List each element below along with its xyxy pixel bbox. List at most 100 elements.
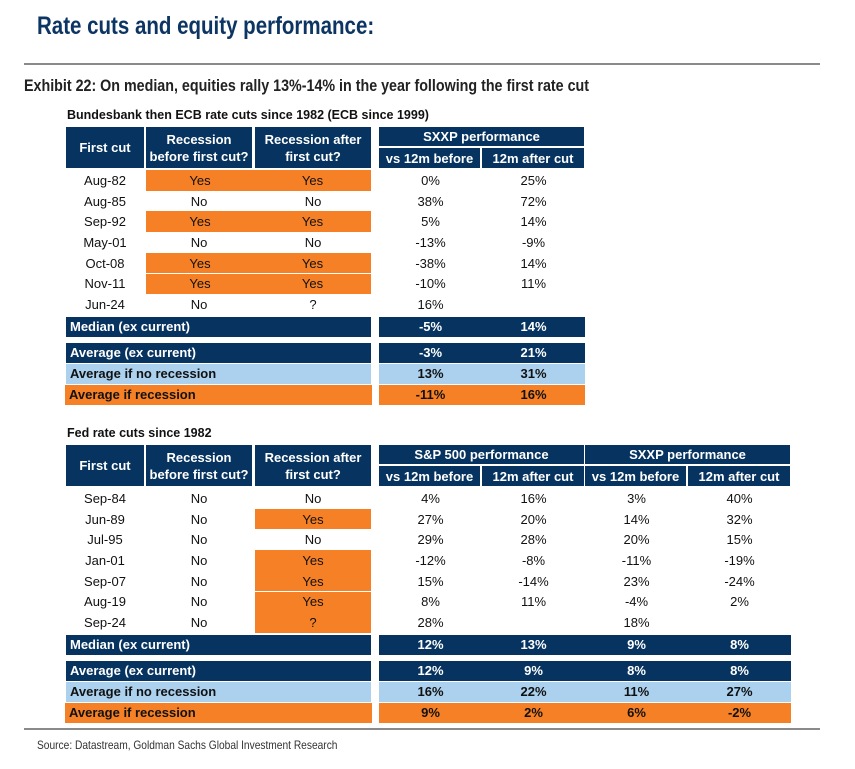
row-recession-after: No	[304, 193, 322, 209]
header-first-cut: First cut	[66, 445, 144, 486]
row-recession-after: Yes	[254, 170, 371, 191]
row-recession-before: No	[190, 193, 208, 209]
summary-value-sx_a: 8%	[730, 637, 749, 653]
summary-value-sx_b: 6%	[627, 705, 646, 721]
row-perf-sx_a: 14%	[520, 214, 547, 230]
fed-table-title: Fed rate cuts since 1982	[67, 426, 212, 440]
row-recession-before: No	[190, 511, 208, 527]
row-first-cut-date: Sep-84	[84, 490, 126, 506]
summary-row-label: Average (ex current)	[66, 342, 371, 363]
summary-value-sx_a: 8%	[730, 663, 749, 679]
top-divider	[24, 63, 820, 65]
summary-row-values: -5% 14%	[379, 316, 585, 337]
summary-value-sx_b: 13%	[417, 366, 444, 382]
header-sp500-vs-before: vs 12m before	[379, 466, 480, 486]
row-perf-sx_b: 14%	[623, 511, 650, 527]
exhibit-title: Exhibit 22: On median, equities rally 13…	[24, 76, 590, 95]
source-note: Source: Datastream, Goldman Sachs Global…	[37, 738, 338, 752]
summary-value-sp_b: 16%	[417, 684, 444, 700]
row-recession-before: No	[190, 532, 208, 548]
summary-row-values: 9% 2% 6% -2%	[379, 702, 791, 723]
summary-value-sx_a: 31%	[520, 366, 547, 382]
row-first-cut-date: Jan-01	[85, 552, 125, 568]
row-recession-after: Yes	[255, 570, 371, 592]
summary-row-values: 12% 9% 8% 8%	[379, 660, 791, 681]
row-first-cut-date: Sep-07	[84, 573, 126, 589]
row-perf-sp_a: 11%	[520, 594, 547, 610]
summary-row-label: Average (ex current)	[66, 660, 371, 681]
row-perf-sx_b: -4%	[624, 594, 649, 610]
summary-value-sx_a: 14%	[520, 319, 547, 335]
ecb-table-title: Bundesbank then ECB rate cuts since 1982…	[67, 108, 429, 122]
header-recession-before: Recession before first cut?	[146, 445, 252, 486]
row-perf-sx_b: 3%	[627, 490, 646, 506]
summary-value-sx_b: 9%	[627, 637, 646, 653]
row-recession-after: Yes	[254, 273, 371, 295]
row-perf-sx_b: -38%	[415, 255, 446, 271]
summary-row-values: 13% 31%	[379, 363, 585, 384]
row-perf-sp_a: 28%	[520, 532, 547, 548]
row-perf-sx_b: 20%	[623, 532, 650, 548]
row-recession-after: Yes	[254, 252, 371, 274]
row-perf-sx_b: -13%	[415, 234, 446, 250]
row-perf-sx_b: 5%	[421, 214, 440, 230]
header-sp500-after-cut: 12m after cut	[482, 466, 584, 486]
row-recession-before: No	[190, 552, 208, 568]
summary-label-text: Average (ex current)	[70, 345, 196, 361]
row-perf-sx_a: 32%	[726, 511, 753, 527]
header-recession-before: Recession before first cut?	[146, 127, 252, 168]
row-recession-before: No	[190, 490, 208, 506]
row-perf-sp_b: 8%	[421, 594, 440, 610]
summary-value-sx_b: -3%	[418, 345, 443, 361]
summary-row-values: 12% 13% 9% 8%	[379, 634, 791, 655]
header-first-cut: First cut	[66, 127, 144, 168]
row-recession-before: Yes	[146, 170, 254, 191]
row-perf-sx_a	[482, 294, 585, 315]
row-first-cut-date: Aug-85	[84, 193, 126, 209]
summary-row-values: -3% 21%	[379, 342, 585, 363]
row-perf-sx_b: 16%	[417, 297, 444, 313]
summary-row-label: Median (ex current)	[66, 316, 371, 337]
summary-value-sx_b: 11%	[623, 684, 650, 700]
row-perf-sx_a: -19%	[724, 552, 755, 568]
row-perf-sp_b: 15%	[417, 573, 444, 589]
row-perf-sp_b: 4%	[421, 490, 440, 506]
row-recession-after: ?	[309, 297, 317, 313]
summary-value-sp_b: 12%	[417, 637, 444, 653]
row-recession-before: No	[190, 594, 208, 610]
summary-label-text: Average (ex current)	[70, 663, 196, 679]
summary-value-sp_a: 13%	[520, 637, 547, 653]
row-perf-sx_b: 0%	[421, 172, 440, 188]
row-perf-sx_a: 15%	[726, 532, 753, 548]
row-recession-after: Yes	[254, 211, 371, 233]
summary-value-sx_b: -11%	[415, 387, 446, 403]
row-perf-sp_a: -8%	[521, 552, 546, 568]
row-perf-sx_a: 14%	[520, 255, 547, 271]
row-recession-after: No	[304, 490, 322, 506]
summary-row-label: Average if no recession	[66, 363, 371, 384]
bottom-divider	[24, 728, 820, 730]
summary-value-sx_a: 16%	[520, 387, 547, 403]
summary-value-sx_b: 8%	[627, 663, 646, 679]
row-perf-sx_b: -11%	[621, 552, 652, 568]
row-recession-after: Yes	[255, 591, 371, 613]
summary-row-label: Average if recession	[65, 702, 372, 723]
row-perf-sx_a: 40%	[726, 490, 753, 506]
summary-value-sx_b: -5%	[418, 319, 443, 335]
row-recession-after: No	[304, 234, 322, 250]
row-first-cut-date: Nov-11	[84, 276, 126, 292]
row-first-cut-date: Oct-08	[85, 255, 125, 271]
row-first-cut-date: Aug-19	[84, 594, 126, 610]
row-perf-sp_a	[482, 612, 585, 633]
row-perf-sx_b: 38%	[417, 193, 444, 209]
row-perf-sx_a	[688, 612, 791, 633]
header-sxxp-vs-before: vs 12m before	[585, 466, 686, 486]
header-sp500-group: S&P 500 performance	[379, 445, 584, 464]
row-recession-after: Yes	[255, 508, 371, 530]
summary-value-sp_a: 2%	[524, 705, 543, 721]
summary-value-sp_b: 12%	[417, 663, 444, 679]
summary-label-text: Average if no recession	[70, 366, 217, 382]
summary-label-text: Average if no recession	[70, 684, 217, 700]
summary-label-text: Average if recession	[69, 387, 196, 403]
header-sxxp-group: SXXP performance	[585, 445, 790, 464]
